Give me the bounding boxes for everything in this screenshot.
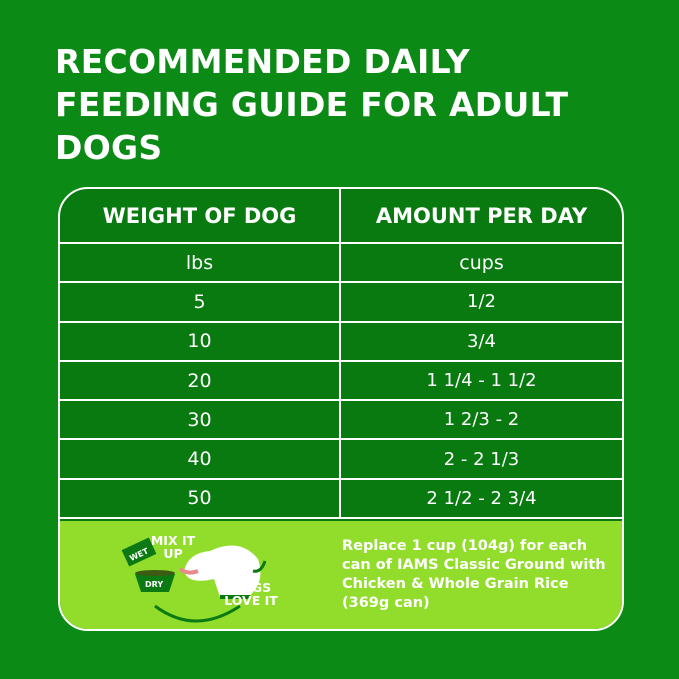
weight-cell: 5 (60, 283, 341, 321)
table-row: 20 1 1/4 - 1 1/2 (60, 361, 622, 402)
mix-label: MIX IT UP (150, 533, 196, 561)
mix-tip-panel: WET DRY MIX IT UP DOGS LOVE IT Replace 1… (60, 521, 622, 629)
amount-cell: 3/4 (341, 323, 622, 360)
weight-cell: 50 (60, 479, 341, 518)
amount-cell: 1/2 (341, 283, 622, 320)
amount-cell: 1 2/3 - 2 (341, 401, 622, 438)
table-row: 5 1/2 (60, 283, 622, 323)
amount-value: 1 2/3 - 2 (443, 409, 520, 431)
table-row: 30 1 2/3 - 2 (60, 401, 622, 441)
amount-cell: 1 1/4 - 1 1/2 (341, 362, 622, 399)
amount-cell: 2 - 2 1/3 (341, 440, 622, 477)
weight-cell: 40 (60, 440, 341, 478)
amount-value: 1/2 (467, 291, 496, 313)
weight-cell: 20 (60, 361, 341, 400)
amount-value: 2 1/2 - 2 3/4 (426, 487, 537, 509)
amount-value: 3/4 (467, 330, 496, 352)
mix-dog-illustration-icon: WET DRY (121, 537, 267, 623)
unit-weight: lbs (60, 244, 341, 282)
units-row: lbs cups (60, 244, 622, 284)
weight-cell: 30 (60, 401, 341, 439)
unit-amount: cups (459, 251, 504, 274)
header-weight: WEIGHT OF DOG (60, 189, 341, 242)
amount-value: 1 1/4 - 1 1/2 (426, 370, 537, 392)
page-title: RECOMMENDED DAILY FEEDING GUIDE FOR ADUL… (55, 42, 569, 167)
table-row: 50 2 1/2 - 2 3/4 (60, 479, 622, 520)
table-row: 10 3/4 (60, 322, 622, 362)
header-row: WEIGHT OF DOG AMOUNT PER DAY (60, 189, 622, 244)
amount-cell: 2 1/2 - 2 3/4 (341, 480, 622, 517)
header-amount: AMOUNT PER DAY (375, 203, 588, 228)
dogs-love-it-label: DOGS LOVE IT (224, 580, 278, 608)
weight-cell: 10 (60, 322, 341, 360)
table-row: 40 2 - 2 1/3 (60, 440, 622, 480)
dry-label: DRY (145, 580, 163, 589)
amount-value: 2 - 2 1/3 (443, 448, 520, 470)
tip-text: Replace 1 cup (104g) for each can of IAM… (342, 538, 606, 611)
